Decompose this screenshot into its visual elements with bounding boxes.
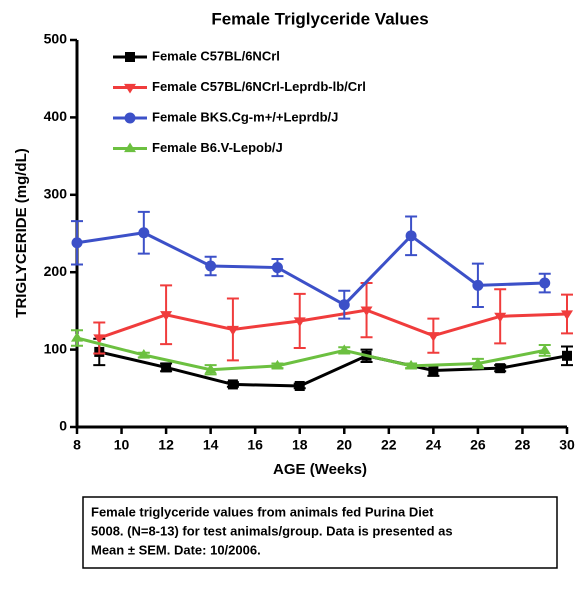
marker — [427, 332, 440, 342]
marker — [472, 279, 484, 291]
x-tick-label: 30 — [559, 437, 575, 453]
marker — [271, 262, 283, 274]
marker — [71, 237, 83, 249]
series-line — [98, 308, 568, 340]
y-tick-label: 300 — [44, 186, 68, 202]
note-line: Female triglyceride values from animals … — [91, 504, 434, 519]
marker — [93, 334, 106, 344]
chart-title: Female Triglyceride Values — [211, 9, 428, 28]
legend-label: Female B6.V-Lepob/J — [152, 140, 283, 155]
x-tick-label: 14 — [203, 437, 219, 453]
y-tick-label: 200 — [44, 263, 68, 279]
note-line: Mean ± SEM. Date: 10/2006. — [91, 542, 261, 557]
marker — [405, 230, 417, 242]
marker — [160, 311, 173, 321]
legend-label: Female C57BL/6NCrl — [152, 48, 280, 63]
x-tick-label: 28 — [515, 437, 531, 453]
marker — [125, 52, 135, 62]
y-tick-label: 100 — [44, 340, 68, 356]
marker — [138, 227, 150, 239]
x-tick-label: 24 — [426, 437, 442, 453]
marker — [538, 344, 551, 354]
y-axis-label: TRIGLYCERIDE (mg/dL) — [13, 148, 30, 317]
marker — [204, 363, 217, 374]
x-tick-label: 18 — [292, 437, 308, 453]
marker — [494, 312, 507, 323]
marker — [338, 344, 351, 354]
marker — [205, 260, 217, 272]
marker — [405, 359, 418, 370]
marker — [227, 379, 238, 390]
legend-label: Female BKS.Cg-m+/+Leprdb/J — [152, 109, 338, 124]
series-line — [98, 350, 568, 388]
y-tick-label: 400 — [44, 108, 68, 124]
x-tick-label: 26 — [470, 437, 486, 453]
marker — [428, 365, 439, 376]
marker — [562, 350, 572, 361]
series-line — [76, 231, 545, 307]
legend-label: Female C57BL/6NCrl-Leprdb-lb/Crl — [152, 79, 366, 94]
marker — [293, 317, 306, 327]
marker — [495, 363, 506, 374]
x-tick-label: 10 — [114, 437, 130, 453]
marker — [137, 349, 150, 359]
note-box — [82, 496, 558, 569]
marker — [271, 359, 284, 370]
marker — [294, 380, 305, 391]
marker — [124, 142, 136, 153]
x-axis-label: AGE (Weeks) — [273, 461, 367, 478]
x-tick-label: 22 — [381, 437, 397, 453]
y-tick-label: 0 — [59, 418, 67, 434]
marker — [71, 331, 83, 342]
marker — [338, 299, 350, 311]
x-tick-label: 20 — [336, 437, 352, 453]
series-line — [76, 336, 546, 372]
x-tick-label: 12 — [158, 437, 174, 453]
marker — [539, 277, 551, 289]
x-tick-label: 8 — [73, 437, 81, 453]
marker — [161, 362, 172, 373]
marker — [124, 112, 136, 124]
note-line: 5008. (N=8-13) for test animals/group. D… — [91, 523, 453, 538]
marker — [124, 83, 136, 94]
x-tick-label: 16 — [247, 437, 263, 453]
marker — [226, 325, 239, 336]
y-tick-label: 500 — [44, 31, 68, 47]
marker — [561, 310, 573, 320]
marker — [471, 357, 484, 368]
marker — [360, 306, 373, 317]
